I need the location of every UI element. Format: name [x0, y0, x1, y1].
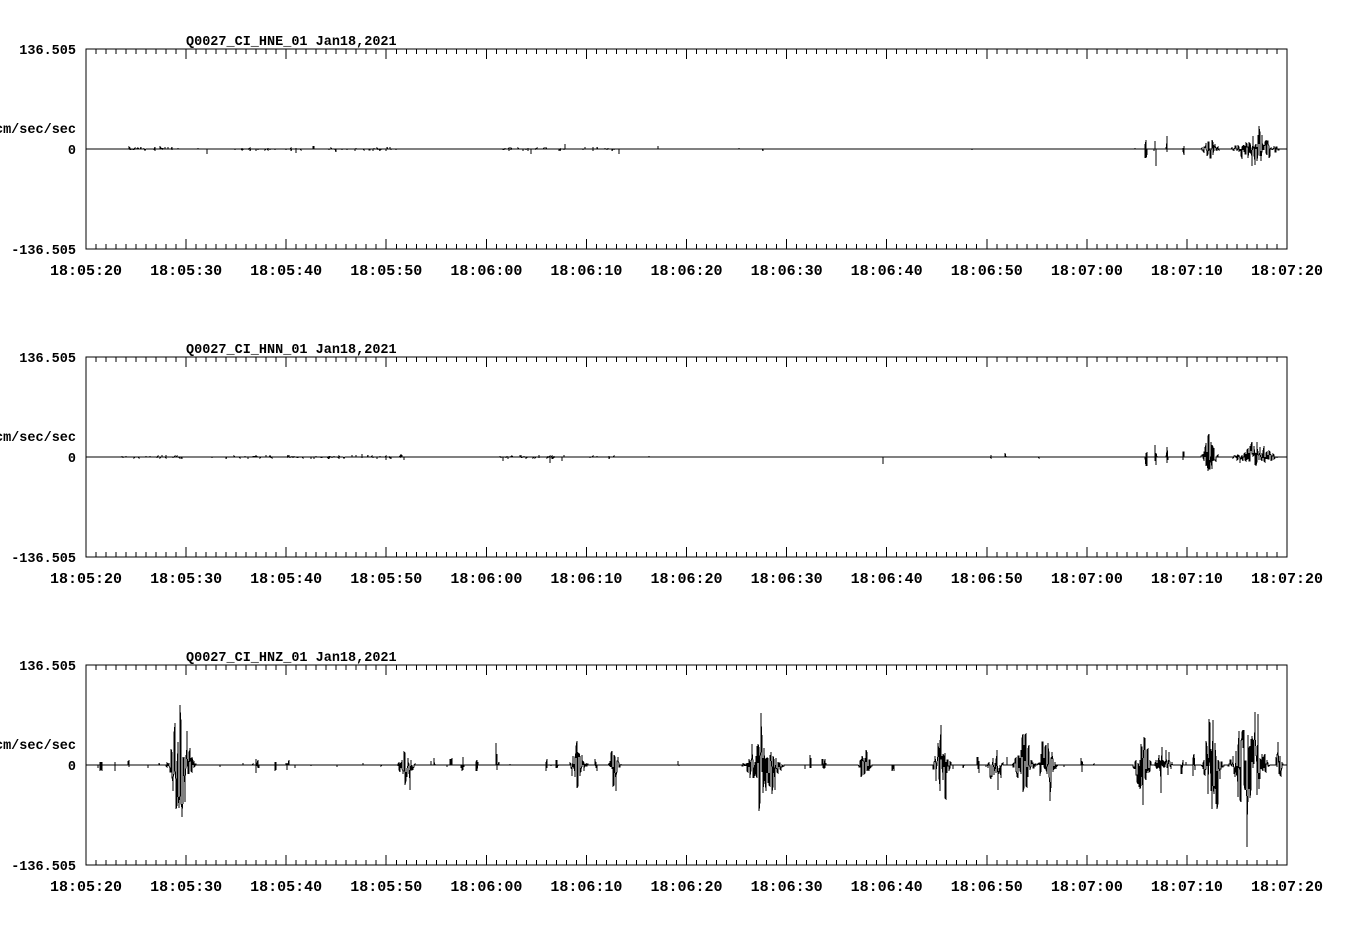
svg-text:0: 0	[68, 144, 76, 159]
svg-text:18:06:40: 18:06:40	[851, 263, 923, 280]
svg-text:18:05:40: 18:05:40	[250, 879, 322, 896]
svg-text:18:05:50: 18:05:50	[350, 571, 422, 588]
svg-text:cm/sec/sec: cm/sec/sec	[0, 431, 76, 446]
svg-text:18:06:00: 18:06:00	[450, 263, 522, 280]
svg-text:18:07:10: 18:07:10	[1151, 571, 1223, 588]
svg-text:18:07:20: 18:07:20	[1251, 571, 1323, 588]
svg-text:18:06:20: 18:06:20	[650, 571, 722, 588]
svg-text:Q0027_CI_HNN_01 Jan18,2021: Q0027_CI_HNN_01 Jan18,2021	[186, 343, 397, 358]
svg-text:18:07:20: 18:07:20	[1251, 879, 1323, 896]
svg-text:18:07:20: 18:07:20	[1251, 263, 1323, 280]
svg-text:18:05:20: 18:05:20	[50, 571, 122, 588]
svg-text:0: 0	[68, 760, 76, 775]
svg-text:-136.505: -136.505	[11, 552, 76, 567]
svg-text:-136.505: -136.505	[11, 860, 76, 875]
svg-text:18:07:00: 18:07:00	[1051, 571, 1123, 588]
svg-text:18:06:50: 18:06:50	[951, 879, 1023, 896]
svg-text:136.505: 136.505	[19, 660, 76, 675]
svg-text:18:05:30: 18:05:30	[150, 263, 222, 280]
svg-text:18:06:10: 18:06:10	[550, 571, 622, 588]
svg-text:18:06:40: 18:06:40	[851, 879, 923, 896]
svg-text:18:07:10: 18:07:10	[1151, 879, 1223, 896]
svg-text:-136.505: -136.505	[11, 244, 76, 259]
svg-text:18:07:00: 18:07:00	[1051, 879, 1123, 896]
svg-text:18:06:10: 18:06:10	[550, 879, 622, 896]
svg-text:18:06:20: 18:06:20	[650, 263, 722, 280]
svg-text:18:05:50: 18:05:50	[350, 879, 422, 896]
svg-text:18:05:50: 18:05:50	[350, 263, 422, 280]
svg-text:136.505: 136.505	[19, 44, 76, 59]
svg-text:Q0027_CI_HNE_01 Jan18,2021: Q0027_CI_HNE_01 Jan18,2021	[186, 35, 397, 50]
svg-text:18:07:00: 18:07:00	[1051, 263, 1123, 280]
svg-text:18:06:00: 18:06:00	[450, 879, 522, 896]
svg-text:18:07:10: 18:07:10	[1151, 263, 1223, 280]
svg-text:cm/sec/sec: cm/sec/sec	[0, 739, 76, 754]
svg-text:18:06:30: 18:06:30	[751, 571, 823, 588]
svg-text:18:06:30: 18:06:30	[751, 879, 823, 896]
svg-text:Q0027_CI_HNZ_01 Jan18,2021: Q0027_CI_HNZ_01 Jan18,2021	[186, 651, 397, 666]
svg-text:cm/sec/sec: cm/sec/sec	[0, 123, 76, 138]
svg-text:18:05:40: 18:05:40	[250, 263, 322, 280]
svg-text:18:05:40: 18:05:40	[250, 571, 322, 588]
svg-text:18:05:30: 18:05:30	[150, 571, 222, 588]
svg-text:18:05:20: 18:05:20	[50, 879, 122, 896]
svg-text:18:05:20: 18:05:20	[50, 263, 122, 280]
svg-text:18:06:10: 18:06:10	[550, 263, 622, 280]
svg-text:18:05:30: 18:05:30	[150, 879, 222, 896]
svg-text:0: 0	[68, 452, 76, 467]
svg-text:136.505: 136.505	[19, 352, 76, 367]
svg-text:18:06:50: 18:06:50	[951, 571, 1023, 588]
svg-text:18:06:00: 18:06:00	[450, 571, 522, 588]
svg-text:18:06:50: 18:06:50	[951, 263, 1023, 280]
svg-text:18:06:30: 18:06:30	[751, 263, 823, 280]
svg-text:18:06:20: 18:06:20	[650, 879, 722, 896]
svg-text:18:06:40: 18:06:40	[851, 571, 923, 588]
